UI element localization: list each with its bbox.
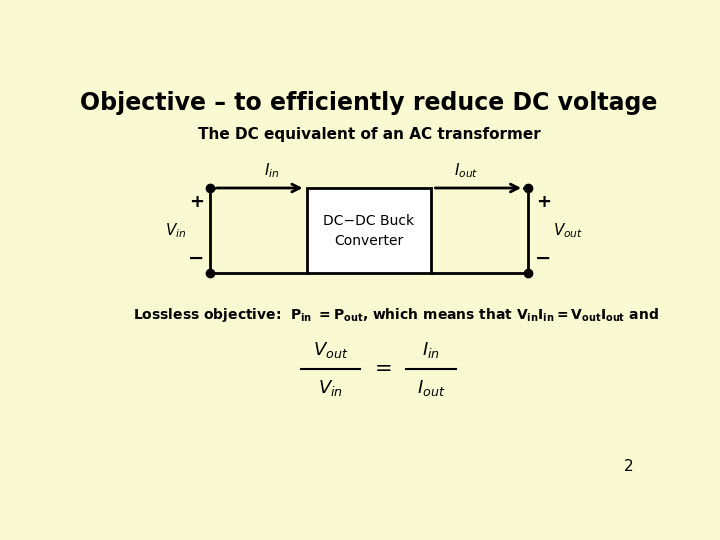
Text: −: − — [535, 249, 552, 268]
Text: Objective – to efficiently reduce DC voltage: Objective – to efficiently reduce DC vol… — [81, 91, 657, 116]
Text: DC−DC Buck: DC−DC Buck — [323, 214, 415, 228]
Text: $=$: $=$ — [370, 356, 392, 376]
Text: $I_{out}$: $I_{out}$ — [417, 378, 445, 398]
Text: The DC equivalent of an AC transformer: The DC equivalent of an AC transformer — [197, 126, 541, 141]
Text: $V_{out}$: $V_{out}$ — [312, 340, 348, 360]
Text: Lossless objective:  $\mathbf{P_{in}}$ $\mathbf{= P_{out}}$$\mathbf{,}$ which me: Lossless objective: $\mathbf{P_{in}}$ $\… — [132, 306, 659, 324]
Text: −: − — [188, 249, 204, 268]
Text: +: + — [189, 193, 204, 211]
Text: 2: 2 — [624, 459, 634, 474]
Text: $V_{in}$: $V_{in}$ — [165, 221, 186, 240]
Text: +: + — [536, 193, 551, 211]
Text: Converter: Converter — [334, 234, 404, 248]
Text: $V_{in}$: $V_{in}$ — [318, 378, 343, 398]
Text: $I_{in}$: $I_{in}$ — [422, 340, 440, 360]
Text: $I_{out}$: $I_{out}$ — [454, 161, 478, 180]
Bar — [307, 188, 431, 273]
Text: $I_{in}$: $I_{in}$ — [264, 161, 280, 180]
Text: $V_{out}$: $V_{out}$ — [553, 221, 583, 240]
